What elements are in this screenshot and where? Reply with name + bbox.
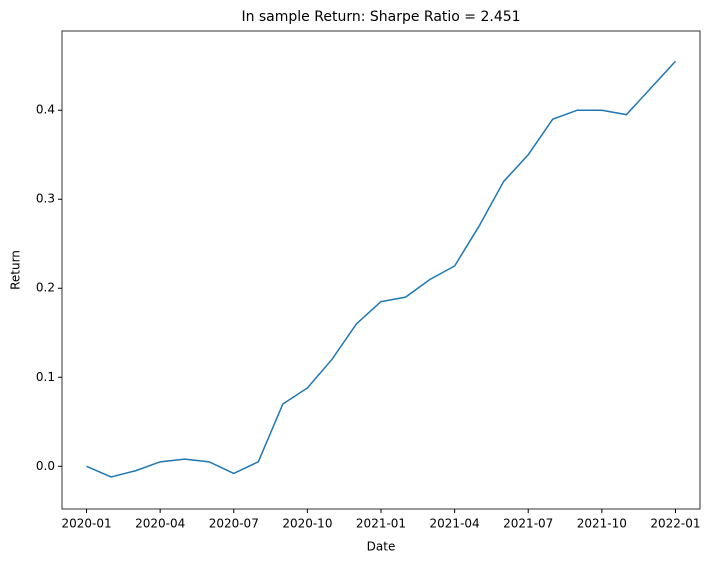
y-tick-label: 0.2 <box>36 281 55 295</box>
y-tick-label: 0.1 <box>36 370 55 384</box>
x-tick-label: 2021-07 <box>503 517 553 531</box>
x-tick-label: 2020-07 <box>209 517 259 531</box>
x-tick-label: 2020-10 <box>282 517 332 531</box>
y-tick-label: 0.3 <box>36 192 55 206</box>
line-series <box>86 60 677 478</box>
x-tick-label: 2021-10 <box>577 517 627 531</box>
x-tick-label: 2021-04 <box>430 517 480 531</box>
y-tick-label: 0.4 <box>36 103 55 117</box>
x-axis-label: Date <box>367 540 396 554</box>
x-tick-label: 2020-01 <box>61 517 111 531</box>
y-axis-label: Return <box>9 250 23 290</box>
x-tick-label: 2021-01 <box>356 517 406 531</box>
y-tick-label: 0.0 <box>36 459 55 473</box>
plot-frame <box>61 30 701 510</box>
x-tick-label: 2022-01 <box>650 517 700 531</box>
x-tick-label: 2020-04 <box>135 517 185 531</box>
chart-title: In sample Return: Sharpe Ratio = 2.451 <box>241 9 520 25</box>
